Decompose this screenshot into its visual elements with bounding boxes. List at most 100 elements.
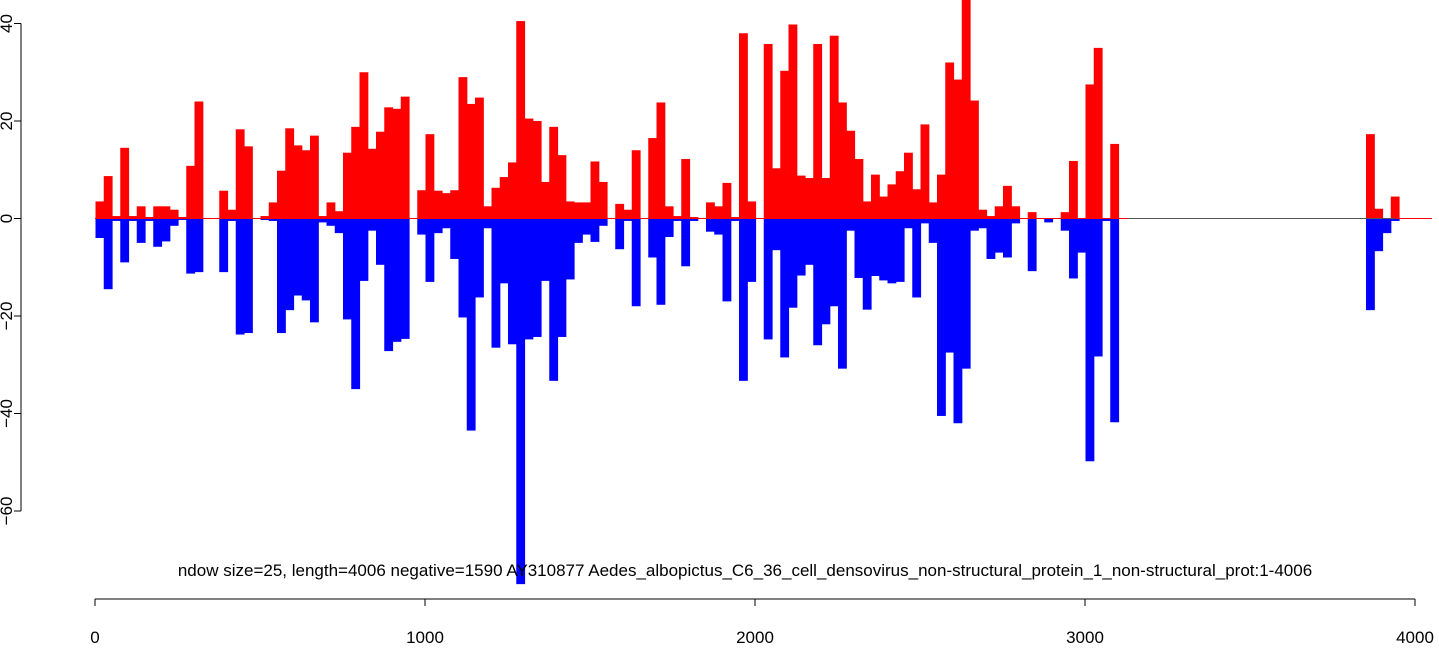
positive-bar-68 [714, 206, 724, 219]
positive-bar-79 [813, 43, 823, 219]
negative-bar-30 [367, 218, 377, 231]
y-tick-label-3: 0 [0, 214, 16, 223]
negative-bar-42 [475, 218, 484, 298]
positive-bar-40 [458, 77, 468, 219]
positive-bar-103 [1011, 206, 1021, 219]
negative-bar-61 [648, 218, 658, 258]
positive-bar-76 [788, 24, 798, 219]
negative-bar-87 [879, 218, 889, 281]
positive-bar-12 [194, 101, 204, 219]
negative-bar-6 [145, 218, 154, 221]
positive-bar-82 [838, 102, 847, 219]
negative-bar-76 [788, 218, 798, 308]
positive-bar-83 [846, 130, 856, 219]
positive-bar-38 [442, 193, 451, 219]
x-tick-label-0: 0 [90, 628, 99, 647]
negative-bar-49 [532, 218, 542, 337]
negative-strand-bars [95, 218, 1400, 585]
negative-bar-78 [805, 218, 814, 265]
positive-bar-71 [739, 33, 748, 219]
positive-bar-77 [796, 175, 806, 219]
positive-bar-70 [730, 217, 740, 219]
positive-bar-28 [351, 126, 361, 219]
negative-bar-68 [714, 218, 724, 235]
negative-bar-53 [565, 218, 575, 280]
positive-bar-34 [400, 96, 410, 219]
negative-bar-79 [813, 218, 823, 346]
negative-bar-116 [1390, 218, 1400, 221]
positive-bar-58 [615, 203, 625, 219]
positive-bar-33 [392, 108, 402, 219]
positive-bar-48 [524, 118, 534, 219]
negative-bar-84 [854, 218, 864, 278]
positive-bar-105 [1060, 212, 1070, 219]
negative-bar-36 [425, 218, 435, 282]
positive-bar-110 [1366, 134, 1375, 219]
positive-bar-43 [483, 206, 493, 219]
positive-bar-84 [854, 159, 864, 219]
negative-bar-57 [598, 218, 608, 226]
negative-bar-50 [541, 218, 550, 281]
negative-bar-96 [953, 218, 963, 424]
negative-bar-62 [656, 218, 666, 305]
negative-bar-85 [862, 218, 872, 310]
negative-bar-82 [838, 218, 847, 369]
positive-bar-19 [277, 170, 286, 219]
negative-bar-15 [235, 218, 245, 335]
positive-bar-11 [186, 165, 196, 219]
negative-bar-94 [937, 218, 946, 416]
negative-bar-98 [970, 218, 979, 231]
positive-bar-67 [706, 202, 715, 219]
positive-bar-101 [994, 206, 1004, 219]
positive-bar-18 [268, 202, 278, 219]
negative-bar-45 [499, 218, 509, 284]
negative-bar-95 [945, 218, 955, 353]
negative-bar-18 [268, 218, 278, 221]
y-axis: −60 −40 −20 0 20 40 [0, 14, 22, 525]
x-axis: 0 1000 2000 3000 4000 [90, 598, 1434, 647]
positive-bar-85 [862, 201, 872, 219]
negative-bar-34 [400, 218, 410, 339]
positive-bar-30 [367, 148, 377, 219]
positive-bar-98 [970, 100, 979, 219]
positive-bar-26 [334, 211, 344, 219]
negative-bar-28 [351, 218, 361, 390]
positive-bar-16 [244, 146, 253, 219]
negative-bar-63 [664, 218, 674, 238]
positive-bar-109 [1110, 143, 1120, 219]
negative-bar-19 [277, 218, 286, 334]
negative-bar-107 [1069, 218, 1078, 279]
negative-bar-112 [1110, 218, 1120, 423]
positive-bar-108 [1093, 47, 1103, 219]
positive-bar-39 [450, 190, 460, 219]
negative-bar-113 [1366, 218, 1375, 311]
positive-bar-5 [136, 206, 146, 219]
negative-bar-32 [384, 218, 394, 352]
negative-bar-72 [747, 218, 757, 282]
x-tick-label-1: 1000 [406, 628, 444, 647]
negative-bar-14 [227, 218, 237, 221]
negative-bar-65 [681, 218, 691, 267]
negative-bar-92 [920, 218, 930, 224]
negative-bar-103 [1011, 218, 1021, 224]
positive-bar-6 [145, 217, 154, 219]
positive-bar-63 [664, 206, 674, 219]
positive-bar-97 [961, 0, 971, 219]
negative-bar-97 [961, 218, 971, 369]
negative-bar-80 [821, 218, 831, 325]
negative-bar-13 [219, 218, 229, 273]
negative-bar-1 [103, 218, 113, 290]
positive-bar-46 [508, 162, 517, 219]
negative-bar-9 [169, 218, 179, 226]
negative-bar-4 [128, 218, 138, 221]
positive-bar-0 [95, 201, 105, 219]
negative-bar-12 [194, 218, 204, 273]
positive-bar-74 [772, 168, 781, 219]
positive-bar-69 [722, 182, 732, 219]
negative-bar-33 [392, 218, 402, 342]
positive-bar-88 [887, 184, 897, 219]
chart-caption: ndow size=25, length=4006 negative=1590 … [178, 561, 1312, 580]
positive-bar-52 [557, 155, 567, 219]
negative-bar-70 [730, 218, 740, 221]
negative-bar-2 [112, 218, 121, 221]
